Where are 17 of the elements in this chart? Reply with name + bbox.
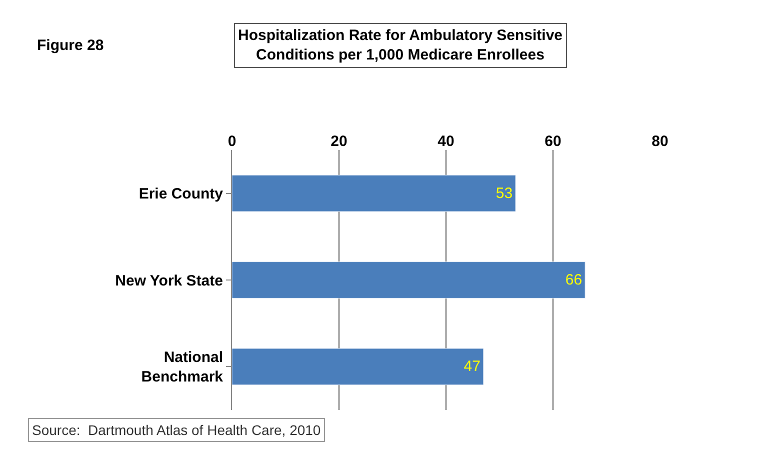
source-note: Source: Dartmouth Atlas of Health Care, 2010 bbox=[32, 422, 321, 438]
x-tick-label: 40 bbox=[438, 133, 454, 150]
y-tick-label: Erie County bbox=[138, 186, 224, 203]
y-tick-label: National Benchmark bbox=[141, 349, 224, 386]
chart-title: Hospitalization Rate for Ambulatory Sensitive Conditions per 1,000 Medicare Enrollees bbox=[238, 27, 562, 64]
bar bbox=[232, 174, 516, 212]
x-tick-label: 80 bbox=[652, 133, 668, 150]
caption: Figure 28 bbox=[37, 37, 104, 54]
y-tick-label: New York State bbox=[115, 272, 223, 290]
data-label: 66 bbox=[565, 272, 582, 288]
bar bbox=[232, 262, 586, 298]
bar bbox=[232, 348, 484, 386]
data-label: 53 bbox=[496, 184, 513, 202]
x-tick-label: 0 bbox=[228, 133, 236, 150]
x-tick-label: 60 bbox=[544, 133, 562, 150]
data-label: 47 bbox=[464, 358, 480, 376]
x-tick-label: 20 bbox=[330, 133, 348, 150]
